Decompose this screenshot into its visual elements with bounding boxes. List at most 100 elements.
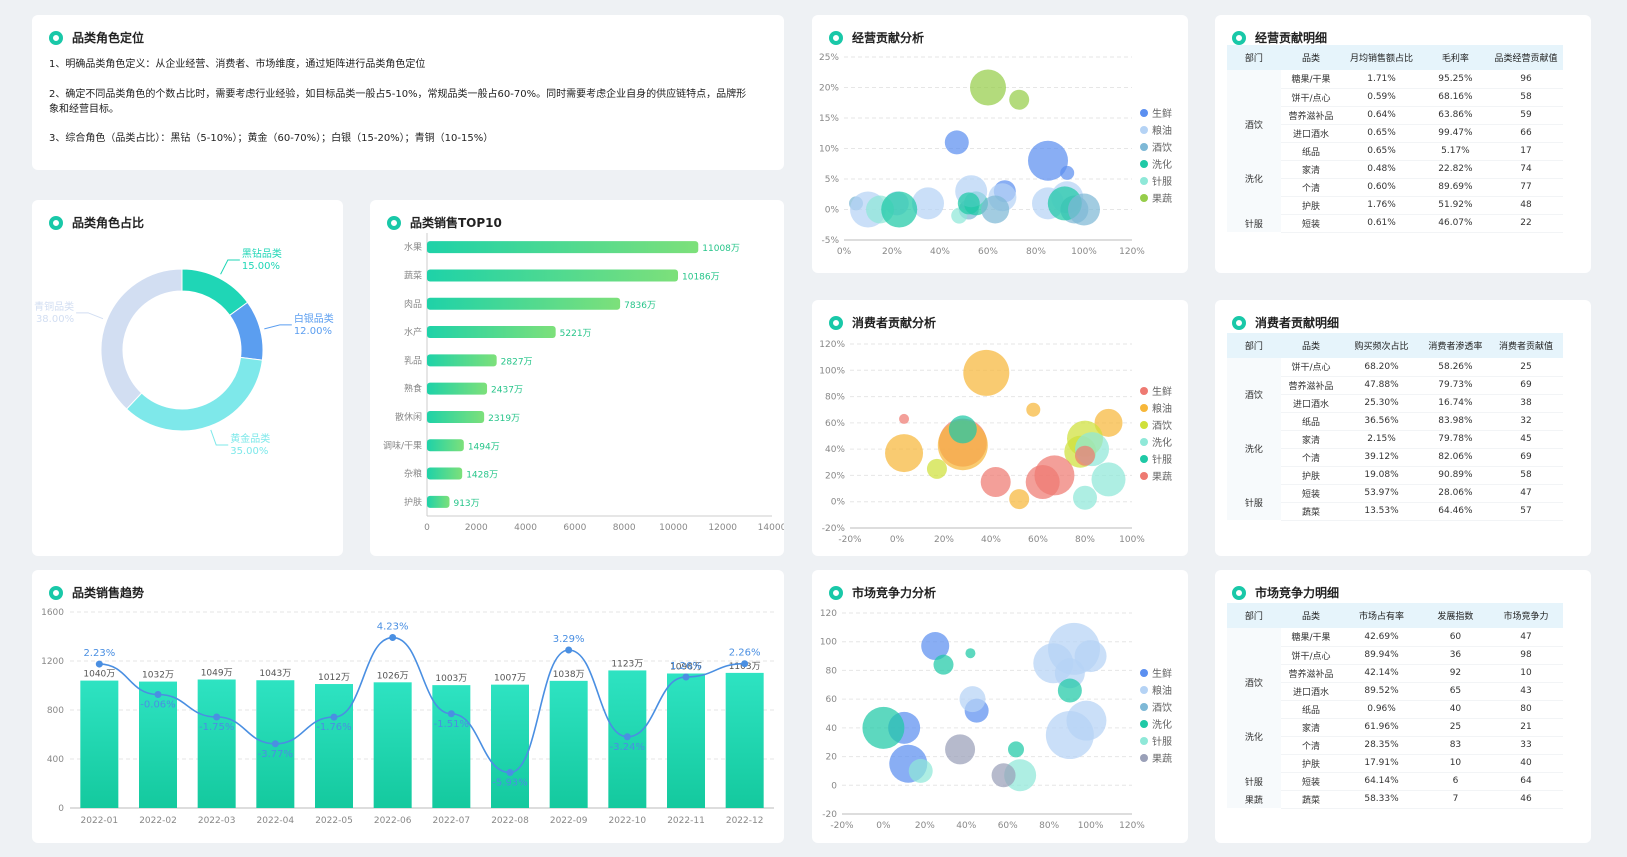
dept-cell: 酒饮	[1227, 106, 1281, 142]
bubble	[981, 195, 1010, 224]
bar	[427, 439, 464, 452]
category-label: 蔬菜	[404, 269, 422, 281]
legend-marker	[1140, 404, 1148, 412]
op-bubble-chart: -5%0%5%10%15%20%25%0% 20% 40% 60% 80% 100% 120…	[819, 53, 1172, 257]
legend-label: 洗化	[1152, 718, 1172, 731]
y-tick-label: -5%	[821, 236, 839, 246]
legend-label: 酒饮	[1152, 141, 1172, 154]
legend-marker	[1140, 143, 1148, 151]
intro-title: 品类角色定位	[49, 29, 144, 46]
table-cell: 47	[1489, 484, 1563, 503]
table-cell: 17.91%	[1341, 754, 1422, 773]
table-header-cell: 品类经营贡献值	[1489, 45, 1563, 70]
table-cell: 79.78%	[1421, 430, 1490, 449]
bubble	[1068, 193, 1100, 226]
table-header-row: 部门 品类 月均销售额占比 毛利率 品类经营贡献值	[1227, 45, 1563, 70]
growth-point	[741, 660, 749, 668]
table-cell: 7	[1421, 790, 1490, 809]
table-header-cell: 部门	[1227, 333, 1281, 358]
growth-line	[99, 636, 745, 774]
dept-cell: 洗化	[1227, 142, 1281, 214]
bar	[667, 673, 705, 808]
intro-card: 品类角色定位 1、明确品类角色定义：从企业经营、消费者、市场维度，通过矩阵进行品…	[32, 15, 784, 170]
table-header-cell: 购买频次占比	[1341, 333, 1422, 358]
table-cell: 1.76%	[1341, 196, 1422, 215]
y-tick-label: 10%	[819, 145, 839, 155]
table-cell: 68.16%	[1421, 88, 1490, 107]
x-tick-label: 80%	[1026, 247, 1046, 257]
table-cell: 家清	[1280, 160, 1342, 179]
table-cell: 59	[1489, 106, 1563, 125]
cons-bubble-chart: -20% 0% 20% 40% 60% 80% 100% 120% -20% 0% 20% 40% 60…	[819, 340, 1172, 545]
bubble	[945, 734, 976, 765]
table-cell: 99.47%	[1421, 124, 1490, 143]
y-tick-label: 1600	[41, 608, 64, 618]
bar-value-label: 1032万	[142, 671, 174, 681]
title-ring-icon	[49, 30, 63, 45]
bubble	[1045, 711, 1094, 760]
bar	[427, 241, 699, 254]
table-row: 家清 0.48% 22.82% 74	[1227, 160, 1563, 179]
share-card: 品类角色占比 黑钻品类 15.00% 白银品类 12.00% 黄金品类 35.00% 青铜品…	[32, 200, 343, 556]
table-cell: 98	[1489, 646, 1563, 665]
donut-slice-value: 15.00%	[242, 261, 280, 272]
table-cell: 营养滋补品	[1280, 376, 1342, 395]
y-tick-label: 40%	[825, 445, 845, 455]
x-tick-label: 0%	[876, 821, 891, 831]
legend-marker	[1140, 438, 1148, 446]
x-tick-label: 20%	[915, 821, 935, 831]
x-tick-label: 0%	[837, 247, 852, 257]
title-ring-icon	[1232, 30, 1246, 45]
bubble	[933, 654, 954, 675]
dept-cell	[1227, 628, 1281, 664]
table-header-cell: 品类	[1280, 333, 1342, 358]
x-tick-label: 120%	[1119, 821, 1145, 831]
bubble	[1060, 165, 1075, 180]
x-tick-label: 20%	[882, 247, 902, 257]
bubble	[1091, 462, 1126, 497]
bar	[432, 685, 471, 808]
title-ring-icon	[829, 315, 843, 330]
table-cell: 17	[1489, 142, 1563, 161]
bubble	[963, 349, 1010, 396]
table-header-cell: 市场竞争力	[1489, 603, 1563, 628]
growth-label: -5.93%	[492, 777, 527, 788]
table-row: 进口酒水 0.65% 99.47% 66	[1227, 124, 1563, 143]
bubble	[1057, 678, 1082, 703]
table-cell: 38	[1489, 394, 1563, 413]
table-cell: 58	[1489, 466, 1563, 485]
bar-value-label: 1098万	[670, 662, 702, 672]
x-tick-label: 40%	[956, 821, 976, 831]
x-tick-label: 4000	[514, 523, 537, 533]
x-tick-label: 2022-06	[374, 816, 412, 826]
table-row: 果蔬 蔬菜 58.33% 7 46	[1227, 790, 1563, 809]
table-cell: 5.17%	[1421, 142, 1490, 161]
growth-point	[506, 768, 514, 776]
growth-label: 2.23%	[83, 648, 115, 659]
table-cell: 36.56%	[1341, 412, 1422, 431]
table-cell: 58	[1489, 88, 1563, 107]
bar-value-label: 1043万	[259, 669, 291, 679]
x-tick-label: 2022-07	[433, 816, 471, 826]
bubble	[899, 413, 910, 424]
dept-cell: 针服	[1227, 214, 1281, 232]
y-tick-label: 25%	[819, 53, 839, 63]
table-cell: 66	[1489, 124, 1563, 143]
dept-cell: 酒饮	[1227, 376, 1281, 412]
bubble	[965, 648, 976, 659]
growth-point	[682, 673, 690, 681]
x-tick-label: 2000	[465, 523, 488, 533]
bar-value-label: 1007万	[494, 674, 526, 684]
op-title: 经营贡献分析	[852, 31, 925, 45]
table-cell: 64.14%	[1341, 772, 1422, 791]
legend-label: 针服	[1152, 735, 1172, 748]
bubble	[1073, 485, 1097, 510]
mkt-detail-table: 部门 品类 市场占有率 发展指数 市场竞争力 糖果/干果 42.69% 60 47 饼干/点心 89…	[1227, 603, 1563, 809]
op-card: 经营贡献分析 -5% 0% 5% 10% 15% 20% 25% 0% 20% 40% 60% 80%…	[812, 15, 1188, 273]
x-tick-label: 2022-11	[667, 816, 705, 826]
x-tick-label: 2022-03	[198, 816, 236, 826]
x-tick-label: 8000	[613, 523, 636, 533]
y-tick-label: 100%	[819, 366, 845, 376]
table-cell: 47.88%	[1341, 376, 1422, 395]
table-row: 护肤 17.91% 10 40	[1227, 754, 1563, 773]
